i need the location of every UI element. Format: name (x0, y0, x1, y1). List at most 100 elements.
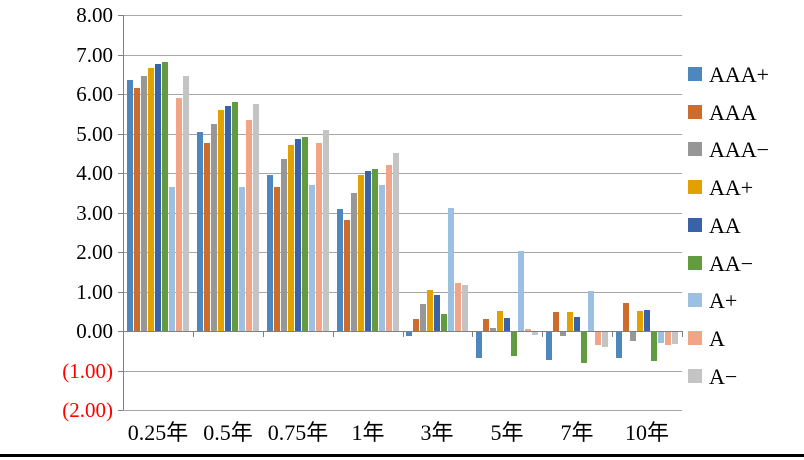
gridline (123, 292, 682, 293)
bar-AAA+-1年 (337, 209, 343, 331)
bar-AAA-10年 (623, 303, 629, 331)
y-axis-tick (118, 15, 123, 16)
bar-A−-5年 (532, 332, 538, 335)
bar-A-0.25年 (176, 98, 182, 331)
bar-AAA-0.25年 (134, 88, 140, 331)
bar-AAA+-0.25年 (127, 80, 133, 331)
x-axis-tick (472, 331, 473, 337)
x-axis-label-4: 1年 (351, 420, 385, 445)
bottom-rule (0, 454, 804, 457)
bar-A−-1年 (393, 153, 399, 331)
gridline (123, 252, 682, 253)
bar-AA−-3年 (441, 314, 447, 331)
legend-label: AAA (709, 100, 757, 125)
y-axis-tick (118, 55, 123, 56)
bar-A-3年 (455, 283, 461, 331)
y-axis-tick (118, 331, 123, 332)
legend-label: AA− (709, 251, 754, 276)
bar-A-7年 (595, 332, 601, 345)
bar-AA−-10年 (651, 332, 657, 361)
bar-AA+-5年 (497, 311, 503, 331)
y-axis-tick (118, 173, 123, 174)
legend-swatch-icon (688, 293, 702, 307)
bar-AA−-1年 (372, 169, 378, 331)
y-axis-tick (118, 292, 123, 293)
x-axis-tick (263, 331, 264, 337)
bar-A+-3年 (448, 208, 454, 331)
bar-A+-10年 (658, 332, 664, 343)
y-axis-label: 6.00 (76, 82, 113, 106)
y-axis-label: 1.00 (76, 280, 113, 304)
bar-A−-0.75年 (323, 130, 329, 331)
y-axis-label: (1.00) (62, 359, 113, 383)
bar-AA-7年 (574, 317, 580, 331)
bar-AAA-5年 (483, 319, 489, 331)
x-axis-tick (612, 331, 613, 337)
bar-A−-7年 (602, 332, 608, 347)
y-axis-tick (118, 94, 123, 95)
gridline (123, 94, 682, 95)
bar-AAA+-10年 (616, 332, 622, 358)
bar-AAA−-0.75年 (281, 159, 287, 331)
bar-AAA-0.5年 (204, 143, 210, 331)
bar-AAA−-7年 (560, 332, 566, 336)
bar-AA−-0.25年 (162, 62, 168, 331)
bar-A+-1年 (379, 185, 385, 331)
y-axis-label: (2.00) (62, 398, 113, 422)
bar-AAA-3年 (413, 319, 419, 331)
y-axis-line (123, 15, 124, 410)
bar-AA+-1年 (358, 175, 364, 331)
bar-AA−-7年 (581, 332, 587, 363)
legend-swatch-icon (688, 218, 702, 232)
bar-A-0.75年 (316, 143, 322, 331)
x-axis-label-1: 0.25年 (127, 420, 189, 445)
y-axis-label: 3.00 (76, 201, 113, 225)
bar-AA+-7年 (567, 312, 573, 331)
bar-A−-3年 (462, 285, 468, 331)
bar-A+-7年 (588, 291, 594, 331)
bar-AAA+-5年 (476, 332, 482, 358)
legend-swatch-icon (688, 67, 702, 81)
y-axis-label: 0.00 (76, 319, 113, 343)
bar-AAA-0.75年 (274, 187, 280, 331)
y-axis-tick (118, 134, 123, 135)
bar-AA-0.25年 (155, 64, 161, 331)
gridline (123, 213, 682, 214)
bar-AA-1年 (365, 171, 371, 331)
bar-AA-3年 (434, 295, 440, 331)
legend-swatch-icon (688, 331, 702, 345)
bar-AAA−-0.25年 (141, 76, 147, 331)
x-axis-label-3: 0.75年 (267, 420, 329, 445)
bar-AA−-0.75年 (302, 137, 308, 331)
bar-AAA+-7年 (546, 332, 552, 360)
legend-swatch-icon (688, 105, 702, 119)
bar-AAA−-3年 (420, 304, 426, 331)
bar-AAA-1年 (344, 220, 350, 331)
x-axis-tick (333, 331, 334, 337)
y-axis-tick (118, 410, 123, 411)
gridline (123, 15, 682, 16)
bar-AA+-0.25年 (148, 68, 154, 331)
bar-A-0.5年 (246, 120, 252, 331)
legend-label: AA+ (709, 175, 754, 200)
y-axis-label: 8.00 (76, 3, 113, 27)
gridline (123, 55, 682, 56)
y-axis-tick (118, 213, 123, 214)
x-axis-label-8: 10年 (624, 420, 669, 445)
bar-AA-0.5年 (225, 106, 231, 331)
bar-AAA−-10年 (630, 332, 636, 341)
bar-AA+-3年 (427, 290, 433, 331)
y-axis-tick (118, 371, 123, 372)
bar-AAA−-0.5年 (211, 124, 217, 331)
bar-A-5年 (525, 329, 531, 331)
gridline (123, 134, 682, 135)
x-axis-label-5: 3年 (420, 420, 454, 445)
legend-label: A+ (709, 288, 738, 313)
legend-swatch-icon (688, 369, 702, 383)
bar-AA-5年 (504, 318, 510, 331)
bar-A−-10年 (672, 332, 678, 344)
x-axis-label-2: 0.5年 (203, 420, 253, 445)
gridline (123, 410, 682, 411)
bar-AA−-0.5年 (232, 102, 238, 331)
